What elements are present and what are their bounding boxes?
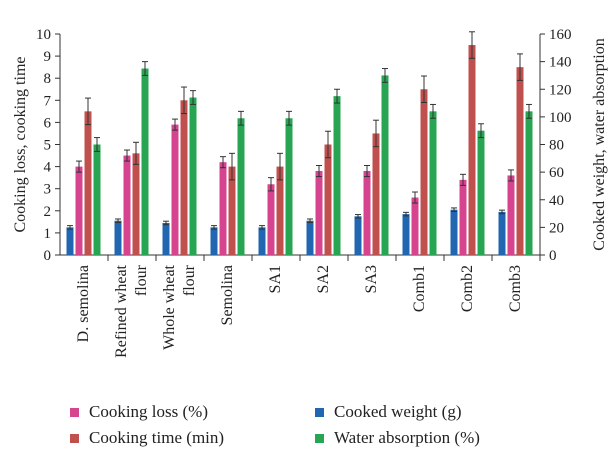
bar bbox=[381, 75, 389, 255]
legend-swatch bbox=[70, 407, 79, 417]
y-axis-title-right: Cooked weight, water absorption bbox=[591, 38, 608, 250]
bar bbox=[468, 45, 476, 255]
right-tick-label: 80 bbox=[549, 138, 564, 154]
bar bbox=[189, 97, 197, 255]
bar bbox=[66, 227, 74, 255]
left-tick-label: 0 bbox=[44, 248, 52, 264]
right-tick-label: 120 bbox=[549, 82, 572, 98]
left-tick-label: 3 bbox=[44, 182, 52, 198]
bar bbox=[420, 89, 428, 255]
category-label: Comb2 bbox=[459, 265, 476, 312]
bar bbox=[276, 166, 284, 255]
category-label: Comb3 bbox=[507, 265, 524, 312]
category-label: flour bbox=[133, 264, 150, 296]
legend-label: Cooking loss (%) bbox=[89, 402, 208, 421]
left-tick-label: 2 bbox=[44, 204, 52, 220]
legend-item-water-absorption: Water absorption (%) bbox=[315, 428, 480, 448]
right-tick-label: 20 bbox=[549, 220, 564, 236]
legend: Cooking loss (%) Cooked weight (g) Cooki… bbox=[70, 400, 590, 456]
legend-label: Cooking time (min) bbox=[89, 428, 225, 447]
left-tick-label: 7 bbox=[44, 93, 52, 109]
legend-label: Water absorption (%) bbox=[334, 428, 480, 447]
bar bbox=[171, 124, 179, 255]
category-label: Semolina bbox=[219, 265, 236, 325]
bar bbox=[354, 216, 362, 255]
left-tick-label: 9 bbox=[44, 49, 52, 65]
legend-swatch bbox=[315, 407, 324, 417]
legend-swatch bbox=[315, 433, 324, 443]
category-label: SA3 bbox=[363, 265, 380, 293]
bar bbox=[180, 100, 188, 255]
bar bbox=[306, 220, 314, 255]
category-label: Whole wheat bbox=[161, 264, 178, 349]
bar bbox=[228, 166, 236, 255]
category-label: Comb1 bbox=[411, 265, 428, 312]
right-tick-label: 40 bbox=[549, 193, 564, 209]
bar bbox=[459, 179, 467, 255]
left-tick-label: 4 bbox=[44, 160, 52, 176]
bar bbox=[93, 144, 101, 255]
bar bbox=[219, 162, 227, 255]
bar bbox=[210, 227, 218, 255]
category-label: SA1 bbox=[267, 265, 284, 293]
bars bbox=[66, 45, 533, 256]
legend-swatch bbox=[70, 433, 79, 443]
bar bbox=[75, 166, 83, 255]
left-tick-label: 5 bbox=[44, 138, 52, 154]
bar bbox=[162, 222, 170, 255]
left-tick-label: 10 bbox=[36, 27, 51, 43]
bar bbox=[285, 118, 293, 255]
bar bbox=[429, 111, 437, 255]
category-label: D. semolina bbox=[75, 265, 92, 342]
bar bbox=[516, 67, 524, 256]
bar bbox=[477, 130, 485, 255]
legend-label: Cooked weight (g) bbox=[334, 402, 462, 421]
bar bbox=[324, 144, 332, 255]
bar bbox=[507, 175, 515, 255]
left-tick-label: 6 bbox=[44, 115, 52, 131]
axes bbox=[55, 33, 545, 261]
bar bbox=[450, 209, 458, 255]
bar bbox=[498, 211, 506, 255]
bar bbox=[123, 155, 131, 255]
bar bbox=[525, 111, 533, 255]
legend-item-cooking-loss: Cooking loss (%) bbox=[70, 402, 208, 422]
legend-item-cooked-weight: Cooked weight (g) bbox=[315, 402, 461, 422]
bar bbox=[237, 118, 245, 255]
category-label: Refined wheat bbox=[113, 264, 130, 357]
axis-labels: 012345678910020406080100120140160Cooking… bbox=[12, 27, 608, 358]
bar bbox=[258, 227, 266, 255]
bar bbox=[114, 220, 122, 255]
bar bbox=[372, 133, 380, 255]
left-tick-label: 1 bbox=[44, 226, 52, 242]
error-bars bbox=[67, 31, 532, 230]
bar bbox=[84, 111, 92, 255]
right-tick-label: 0 bbox=[549, 248, 557, 264]
bar bbox=[315, 171, 323, 255]
bar bbox=[411, 197, 419, 255]
category-label: flour bbox=[181, 264, 198, 296]
bar bbox=[132, 153, 140, 255]
right-tick-label: 160 bbox=[549, 27, 572, 43]
category-label: SA2 bbox=[315, 265, 332, 293]
bar bbox=[333, 96, 341, 255]
bar bbox=[363, 171, 371, 255]
right-tick-label: 60 bbox=[549, 165, 564, 181]
right-tick-label: 100 bbox=[549, 110, 572, 126]
bar bbox=[267, 184, 275, 255]
y-axis-title-left: Cooking loss, cooking time bbox=[12, 57, 29, 233]
legend-item-cooking-time: Cooking time (min) bbox=[70, 428, 224, 448]
right-tick-label: 140 bbox=[549, 55, 572, 71]
left-tick-label: 8 bbox=[44, 71, 52, 87]
bar bbox=[402, 214, 410, 255]
bar bbox=[141, 68, 149, 255]
